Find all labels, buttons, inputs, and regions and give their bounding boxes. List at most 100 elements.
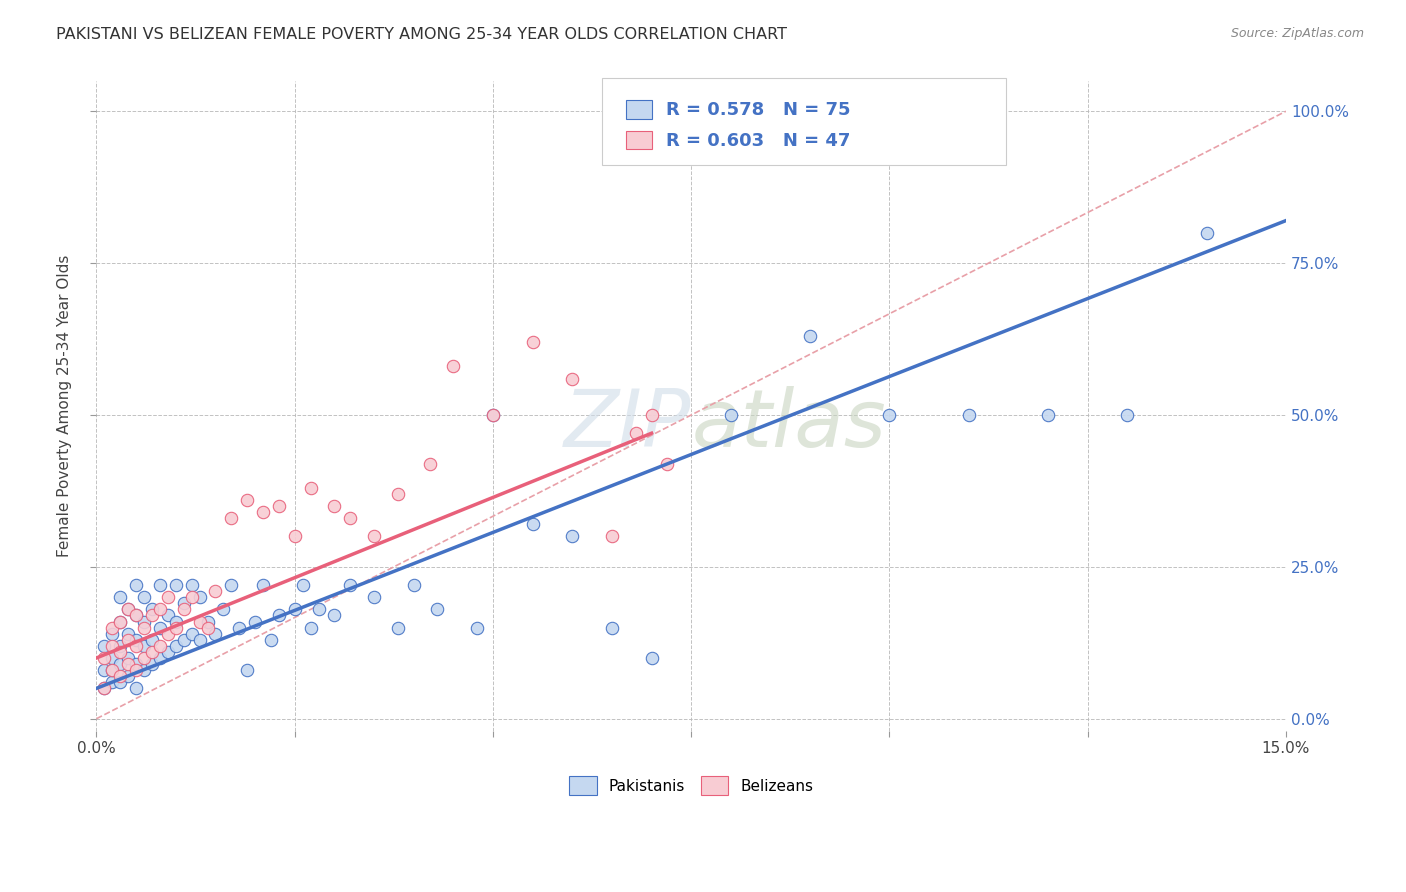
Point [125,681,148,696]
Point [125,608,148,623]
Text: PAKISTANI VS BELIZEAN FEMALE POVERTY AMONG 25-34 YEAR OLDS CORRELATION CHART: PAKISTANI VS BELIZEAN FEMALE POVERTY AMO… [56,27,787,42]
Point [125,663,148,677]
Point [149,578,172,592]
Point [228,621,250,635]
Point [101,663,124,677]
Point [125,608,148,623]
Point [465,621,488,635]
Point [221,511,243,525]
Point [180,591,202,605]
Point [101,651,124,665]
Point [284,529,307,543]
Point [141,632,163,647]
Point [1036,408,1059,422]
Point [132,663,155,677]
Point [110,639,132,653]
Point [188,632,211,647]
Point [323,608,346,623]
Point [117,602,139,616]
Point [267,499,290,513]
Point [132,639,155,653]
Point [165,639,187,653]
Point [117,602,139,616]
Point [149,602,172,616]
Point [93,681,115,696]
Point [252,505,274,519]
Bar [626,100,652,119]
Point [180,626,202,640]
Point [308,602,330,616]
Point [141,657,163,671]
Point [419,457,441,471]
Point [117,626,139,640]
Point [132,621,155,635]
Point [236,663,259,677]
Point [110,591,132,605]
Point [101,639,124,653]
Point [117,651,139,665]
Point [221,578,243,592]
Point [561,371,583,385]
Point [402,578,425,592]
Point [720,408,742,422]
Point [267,608,290,623]
Point [132,651,155,665]
Point [482,408,505,422]
Point [426,602,449,616]
Point [879,408,901,422]
Point [624,426,647,441]
Point [125,657,148,671]
Point [236,493,259,508]
Point [149,651,172,665]
Point [156,626,179,640]
Point [657,457,679,471]
Point [323,499,346,513]
Point [165,621,187,635]
Bar [626,130,652,149]
Point [482,408,505,422]
Point [110,657,132,671]
Point [149,621,172,635]
Point [165,578,187,592]
Point [561,529,583,543]
Point [117,669,139,683]
Point [125,578,148,592]
Text: Source: ZipAtlas.com: Source: ZipAtlas.com [1230,27,1364,40]
Point [132,591,155,605]
Text: R = 0.578   N = 75: R = 0.578 N = 75 [666,101,851,120]
Point [284,602,307,616]
Point [125,639,148,653]
Point [299,481,322,495]
Text: R = 0.603   N = 47: R = 0.603 N = 47 [666,132,851,151]
Point [957,408,980,422]
Point [339,578,361,592]
Point [799,329,821,343]
Text: ZIP: ZIP [564,386,692,465]
Point [243,615,266,629]
Point [522,517,544,532]
Point [110,675,132,690]
Point [141,602,163,616]
Point [93,651,115,665]
Point [204,584,226,599]
Point [252,578,274,592]
Point [110,615,132,629]
Point [640,651,662,665]
Point [441,359,464,374]
Point [110,615,132,629]
Point [600,621,623,635]
Point [141,608,163,623]
Point [173,632,195,647]
Point [101,626,124,640]
Point [600,529,623,543]
Point [156,591,179,605]
Y-axis label: Female Poverty Among 25-34 Year Olds: Female Poverty Among 25-34 Year Olds [58,255,72,557]
Point [149,639,172,653]
Point [156,645,179,659]
Point [132,615,155,629]
Point [188,615,211,629]
Point [1195,226,1218,240]
Point [101,621,124,635]
Point [180,578,202,592]
Point [204,626,226,640]
